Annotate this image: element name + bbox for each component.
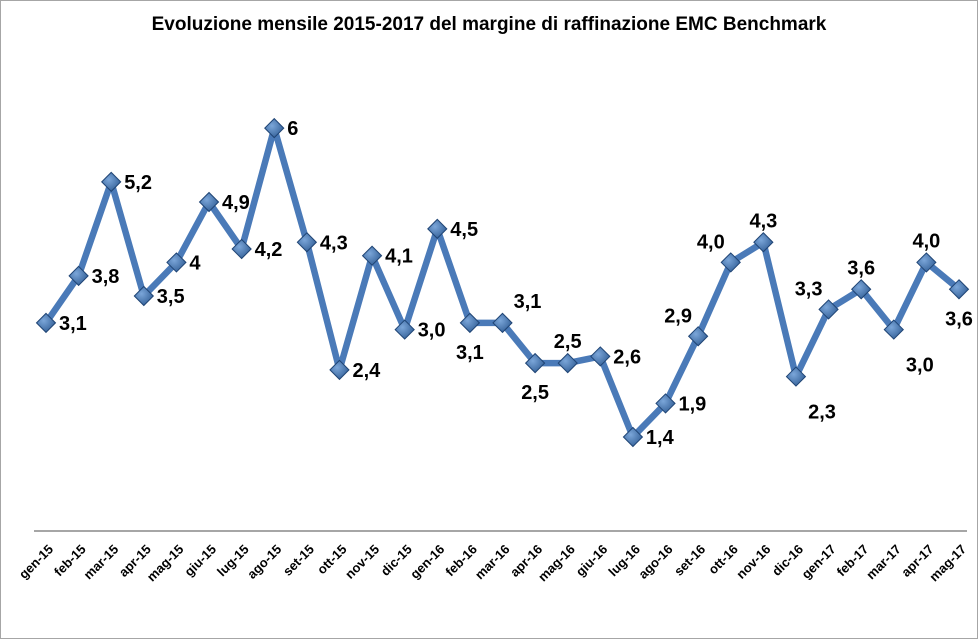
x-axis-tick-label: mag-17 — [926, 542, 969, 585]
data-point-marker — [785, 366, 807, 387]
data-point-marker — [818, 299, 839, 320]
data-point-label: 4,0 — [912, 230, 940, 252]
data-point-marker — [622, 426, 644, 448]
data-point-label: 2,9 — [664, 305, 692, 327]
data-point-marker — [231, 238, 252, 260]
x-axis-tick-label: set-15 — [280, 542, 317, 579]
data-point-label: 3,3 — [795, 278, 823, 300]
data-point-label: 4,9 — [222, 192, 250, 214]
data-point-label: 3,1 — [456, 342, 484, 364]
data-point-marker — [264, 117, 285, 139]
x-axis-tick-label: ago-15 — [244, 542, 284, 582]
data-point-label: 4,3 — [320, 232, 348, 254]
data-point-label: 2,5 — [554, 331, 582, 353]
x-axis-tick-label: ago-16 — [635, 542, 675, 582]
x-axis-tick-label: giu-15 — [181, 542, 219, 580]
data-point-marker — [883, 319, 904, 340]
x-axis-tick-label: gen-15 — [16, 542, 56, 582]
data-point-label: 2,4 — [353, 360, 382, 382]
data-point-marker — [101, 171, 122, 193]
data-point-marker — [948, 279, 970, 300]
data-point-marker — [753, 232, 774, 253]
chart-title: Evoluzione mensile 2015-2017 del margine… — [151, 14, 827, 35]
data-point-marker — [916, 252, 937, 273]
data-point-marker — [524, 352, 546, 374]
data-point-marker — [68, 265, 89, 287]
data-point-label: 3,6 — [945, 308, 973, 330]
data-point-marker — [296, 232, 318, 253]
data-point-label: 4,3 — [749, 210, 777, 232]
data-point-marker — [133, 285, 155, 307]
data-point-label: 4,5 — [450, 219, 478, 241]
data-point-marker — [850, 279, 872, 300]
x-axis-tick-label: set-16 — [671, 542, 708, 579]
data-point-marker — [427, 218, 448, 240]
x-axis-tick-label: nov-16 — [733, 542, 773, 582]
data-point-marker — [329, 359, 350, 381]
data-point-label: 5,2 — [124, 172, 152, 194]
data-point-label: 4 — [189, 252, 201, 274]
data-point-label: 3,1 — [514, 291, 542, 313]
data-point-label: 1,9 — [679, 393, 707, 415]
data-point-label: 6 — [287, 118, 298, 140]
x-axis-tick-label: nov-15 — [342, 542, 382, 582]
data-point-marker — [166, 252, 187, 273]
x-axis-tick-label: giu-16 — [573, 542, 611, 580]
x-axis-tick-label: mag-16 — [535, 542, 578, 585]
x-axis-tick-label: gen-17 — [798, 542, 838, 582]
data-point-marker — [557, 352, 578, 374]
data-point-label: 3,1 — [59, 313, 87, 335]
data-point-label: 3,5 — [157, 286, 185, 308]
data-point-label: 3,0 — [906, 355, 934, 377]
data-point-marker — [655, 393, 676, 414]
data-point-label: 3,6 — [847, 257, 875, 279]
data-point-marker — [198, 191, 220, 213]
data-point-marker — [590, 346, 611, 367]
data-point-label: 4,1 — [385, 246, 413, 268]
data-point-label: 2,3 — [808, 402, 836, 424]
x-axis-tick-label: mar-15 — [81, 542, 122, 583]
data-point-marker — [35, 312, 57, 334]
data-point-label: 1,4 — [646, 427, 675, 449]
data-point-marker — [361, 245, 383, 266]
data-point-label: 3,0 — [418, 320, 446, 342]
data-point-marker — [492, 312, 513, 334]
x-axis-tick-label: gen-16 — [407, 542, 447, 582]
data-point-marker — [459, 312, 481, 334]
data-point-label: 2,6 — [613, 346, 641, 368]
data-point-label: 2,5 — [521, 382, 549, 404]
data-point-label: 4,0 — [697, 231, 725, 253]
data-point-label: 3,8 — [92, 266, 120, 288]
x-axis-tick-label: mag-15 — [144, 542, 187, 585]
data-point-marker — [394, 319, 415, 340]
x-axis-tick-label: mar-16 — [472, 542, 513, 583]
x-axis-tick-label: mar-17 — [863, 542, 904, 583]
data-point-marker — [720, 252, 741, 273]
data-point-label: 4,2 — [255, 239, 283, 261]
data-point-marker — [687, 326, 709, 347]
